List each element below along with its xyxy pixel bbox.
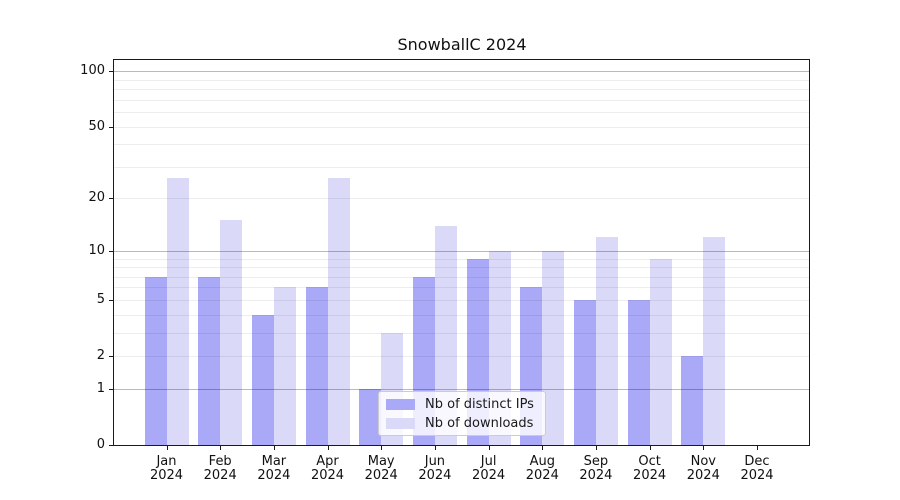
gridline-minor-60: [114, 112, 809, 114]
grid-layer: [114, 60, 809, 445]
xtick-label-oct: Oct 2024: [633, 454, 667, 483]
xtick-mark-dec: [757, 446, 758, 450]
xtick-label-nov: Nov 2024: [686, 454, 720, 483]
xtick-label-apr: Apr 2024: [310, 454, 345, 483]
bar-apr-downloads: [327, 178, 350, 445]
xtick-label-aug: Aug 2024: [525, 454, 559, 483]
ytick-label-20: 20: [88, 190, 105, 206]
xtick-label-dec: Dec 2024: [740, 454, 774, 483]
gridline-major-100: [114, 71, 809, 73]
bar-aug-downloads: [542, 250, 565, 445]
legend-label-distinct-ips: Nb of distinct IPs: [425, 396, 534, 412]
ytick-mark-2: [109, 356, 113, 357]
ytick-mark-1: [109, 388, 113, 390]
bar-apr-ips: [305, 287, 328, 445]
gridline-minor-3: [114, 332, 809, 334]
xtick-label-jul: Jul 2024: [472, 454, 506, 483]
legend: Nb of distinct IPs Nb of downloads: [378, 391, 546, 436]
gridline-major-1: [114, 388, 809, 390]
xtick-mark-jan: [166, 446, 168, 450]
xtick-mark-mar: [273, 446, 275, 450]
legend-label-downloads: Nb of downloads: [425, 415, 534, 431]
ytick-label-50: 50: [88, 118, 105, 134]
bar-nov-ips: [681, 356, 704, 445]
ytick-mark-5: [109, 299, 113, 301]
xtick-mark-nov: [703, 446, 705, 450]
xtick-label-feb: Feb 2024: [203, 454, 237, 483]
xtick-mark-jul: [488, 446, 490, 450]
bar-feb-downloads: [220, 220, 243, 445]
xtick-label-jun: Jun 2024: [418, 454, 452, 483]
bar-oct-downloads: [649, 258, 672, 445]
gridline-minor-8: [114, 267, 809, 268]
gridline-minor-70: [114, 99, 809, 101]
ytick-label-5: 5: [96, 291, 105, 307]
gridline-minor-9: [114, 258, 809, 260]
legend-swatch-distinct-ips: [386, 398, 415, 410]
bar-sep-ips: [573, 299, 596, 445]
gridline-minor-40: [114, 144, 809, 146]
ytick-mark-10: [109, 250, 113, 252]
ytick-label-10: 10: [88, 242, 105, 258]
gridline-minor-2: [114, 356, 809, 357]
legend-entry-downloads: Nb of downloads: [386, 415, 537, 431]
gridline-minor-7: [114, 276, 809, 278]
plot-area: Nb of distinct IPs Nb of downloads: [113, 59, 810, 446]
gridline-minor-90: [114, 79, 809, 81]
bar-sep-downloads: [595, 237, 618, 445]
gridline-minor-20: [114, 198, 809, 200]
gridline-minor-80: [114, 89, 809, 91]
ytick-label-0: 0: [96, 437, 105, 452]
xtick-mark-sep: [595, 446, 597, 450]
ytick-mark-20: [109, 198, 113, 200]
xtick-label-jan: Jan 2024: [149, 454, 184, 483]
bar-mar-downloads: [273, 287, 296, 445]
ytick-mark-0: [109, 445, 113, 446]
xtick-mark-may: [381, 446, 383, 450]
gridline-minor-5: [114, 299, 809, 301]
gridline-minor-50: [114, 126, 809, 128]
bar-mar-ips: [251, 314, 274, 445]
legend-swatch-downloads: [386, 417, 415, 429]
xtick-mark-apr: [327, 446, 329, 450]
gridline-minor-6: [114, 287, 809, 289]
ytick-mark-100: [109, 71, 113, 73]
xtick-label-may: May 2024: [364, 454, 398, 483]
bar-nov-downloads: [703, 237, 726, 445]
xtick-mark-jun: [434, 446, 436, 450]
gridline-minor-30: [114, 166, 809, 168]
bar-may-ips: [359, 388, 382, 445]
xtick-mark-aug: [542, 446, 544, 450]
xtick-label-sep: Sep 2024: [579, 454, 613, 483]
legend-entry-distinct-ips: Nb of distinct IPs: [386, 396, 537, 412]
ytick-mark-50: [109, 126, 113, 128]
bar-jan-downloads: [166, 178, 189, 445]
gridline-minor-4: [114, 314, 809, 316]
xtick-mark-oct: [649, 446, 651, 450]
ytick-label-1: 1: [96, 380, 105, 396]
chart-title: SnowballC 2024: [397, 35, 527, 54]
gridline-major-10: [114, 250, 809, 252]
bar-jun-downloads: [434, 225, 457, 445]
ytick-label-2: 2: [96, 348, 105, 363]
xtick-label-mar: Mar 2024: [257, 454, 291, 483]
bar-feb-ips: [198, 276, 221, 445]
plot-inner: Nb of distinct IPs Nb of downloads: [114, 60, 809, 445]
bar-jan-ips: [144, 276, 167, 445]
ytick-label-100: 100: [80, 63, 105, 79]
xtick-mark-feb: [220, 446, 222, 450]
bar-oct-ips: [627, 299, 650, 445]
